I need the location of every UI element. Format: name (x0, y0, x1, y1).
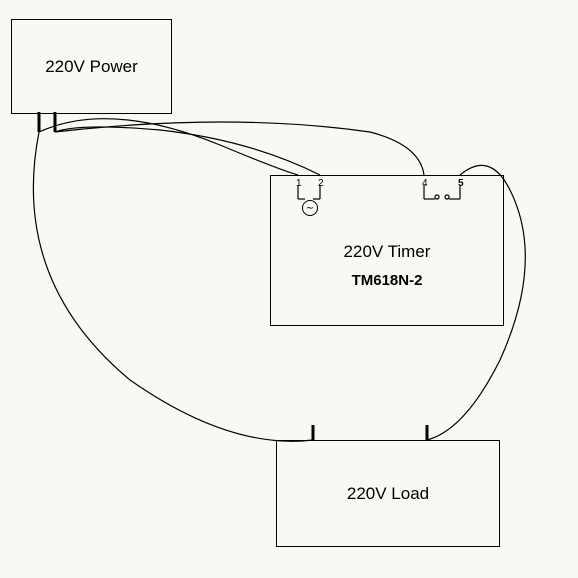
terminal-1-label: 1 (296, 178, 302, 189)
timer-model: TM618N-2 (352, 272, 423, 289)
load-label: 220V Load (347, 484, 429, 504)
timer-label: 220V Timer (344, 242, 431, 262)
load-box: 220V Load (276, 440, 500, 547)
power-label: 220V Power (45, 57, 138, 77)
terminal-5-label: 5 (458, 178, 464, 189)
power-to-timer-1 (39, 119, 298, 175)
ac-source-icon: ∼ (302, 200, 318, 216)
power-to-timer-2 (55, 127, 320, 175)
power-box: 220V Power (11, 19, 172, 114)
timer-box: 220V Timer TM618N-2 (270, 175, 504, 326)
terminal-4-label: 4 (422, 178, 428, 189)
power-to-timer-4 (55, 122, 424, 175)
terminal-2-label: 2 (318, 178, 324, 189)
